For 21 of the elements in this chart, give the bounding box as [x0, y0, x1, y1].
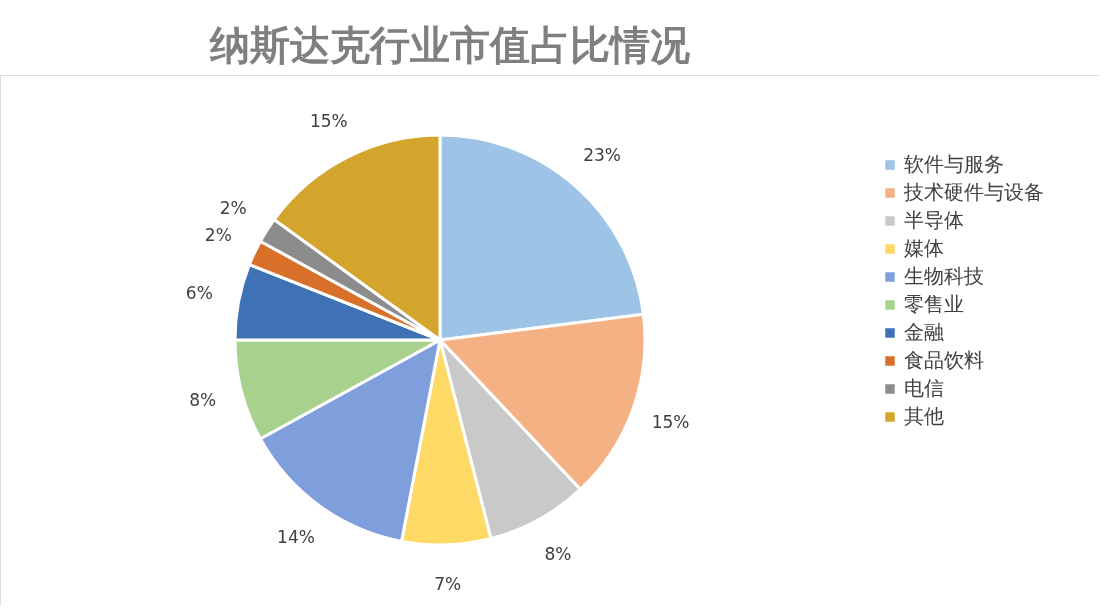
- legend-label: 技术硬件与设备: [903, 180, 1044, 204]
- legend-label: 半导体: [904, 208, 964, 232]
- data-label: 6%: [185, 283, 213, 304]
- data-label: 2%: [219, 197, 247, 218]
- legend-label: 电信: [904, 376, 944, 400]
- data-label: 7%: [434, 573, 462, 594]
- legend-label: 生物科技: [904, 264, 984, 288]
- data-label: 8%: [544, 543, 572, 564]
- legend-label: 其他: [904, 404, 944, 428]
- data-label: 14%: [277, 527, 315, 548]
- legend-label: 媒体: [904, 236, 944, 260]
- chart-title: 纳斯达克行业市值占比情况: [209, 22, 690, 68]
- data-label: 2%: [204, 224, 232, 245]
- data-label: 15%: [651, 411, 690, 432]
- data-label: 8%: [189, 389, 217, 410]
- legend-label: 食品饮料: [904, 348, 984, 372]
- legend-label: 零售业: [904, 292, 964, 316]
- legend-label: 金融: [904, 320, 944, 344]
- data-label: 15%: [309, 110, 348, 131]
- legend-label: 软件与服务: [904, 152, 1004, 176]
- data-label: 23%: [583, 145, 621, 166]
